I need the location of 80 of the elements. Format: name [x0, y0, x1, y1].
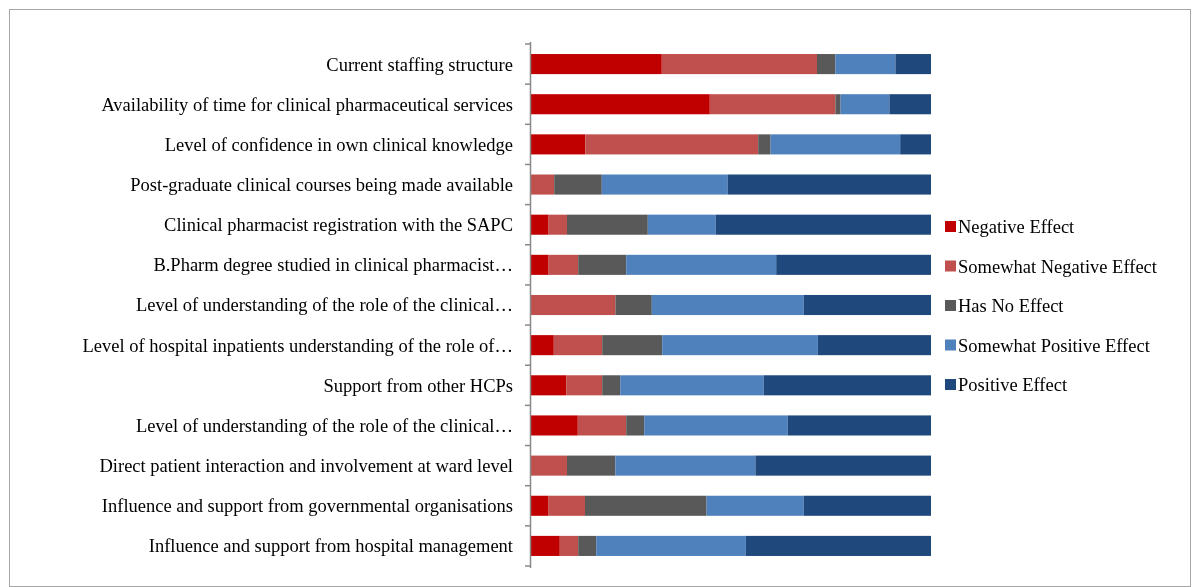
bar — [626, 254, 777, 275]
bar — [531, 174, 555, 195]
bar — [531, 54, 662, 75]
bar — [548, 254, 579, 275]
bar — [776, 254, 931, 275]
y-tick-label: B.Pharm degree studied in clinical pharmacist… — [153, 255, 513, 276]
bar — [763, 375, 931, 396]
legend-label: Positive Effect — [958, 375, 1068, 396]
bar — [706, 495, 804, 516]
y-tick-label: Support from other HCPs — [323, 375, 513, 396]
bar — [770, 134, 901, 155]
bar — [578, 254, 627, 275]
bar — [709, 94, 836, 115]
y-tick-label: Level of understanding of the role of the clinical… — [135, 415, 513, 436]
bar — [531, 214, 549, 235]
bar — [803, 495, 931, 516]
y-tick-label: Direct patient interaction and involvement at ward level — [99, 456, 513, 477]
bar — [615, 455, 756, 476]
bar — [900, 134, 931, 155]
bar — [662, 335, 818, 356]
y-tick-label: Level of understanding of the role of the clinical… — [135, 295, 513, 316]
legend-label: Has No Effect — [958, 296, 1065, 317]
bar — [559, 535, 579, 556]
bar — [835, 54, 896, 75]
bar — [755, 455, 931, 476]
bar — [602, 335, 663, 356]
bar — [531, 134, 586, 155]
bar — [727, 174, 931, 195]
bar — [531, 294, 616, 316]
y-tick-label: Influence and support from governmental organisations — [101, 496, 513, 517]
bar — [531, 535, 560, 556]
bar — [787, 415, 931, 436]
bar — [803, 294, 931, 316]
legend-label: Somewhat Negative Effect — [958, 256, 1158, 277]
bar — [661, 54, 817, 75]
legend-label: Somewhat Positive Effect — [958, 335, 1151, 356]
bar — [651, 294, 804, 316]
bar — [585, 134, 759, 155]
bar — [615, 294, 652, 316]
y-tick-label: Availability of time for clinical pharmaceutical services — [101, 94, 513, 115]
bar — [566, 375, 603, 396]
bar — [531, 375, 567, 396]
bar — [840, 94, 890, 115]
bar — [553, 335, 603, 356]
bar — [578, 535, 597, 556]
bar — [531, 254, 549, 275]
bar — [889, 94, 931, 115]
bar — [531, 335, 554, 356]
bar — [531, 94, 710, 115]
bar — [577, 415, 627, 436]
bar — [817, 335, 931, 356]
y-tick-label: Clinical pharmacist registration with the SAPC — [164, 215, 513, 236]
bar — [602, 375, 621, 396]
bar — [567, 455, 616, 476]
bar — [745, 535, 931, 556]
bar — [567, 214, 648, 235]
bar — [531, 455, 567, 476]
bar — [548, 495, 585, 516]
bar — [895, 54, 931, 75]
bar — [554, 174, 602, 195]
y-tick-label: Level of hospital inpatients understanding of the role of… — [82, 335, 513, 356]
bar — [585, 495, 707, 516]
y-tick-label: Post-graduate clinical courses being made available — [130, 175, 513, 196]
bar — [531, 495, 549, 516]
bar — [620, 375, 764, 396]
bar — [644, 415, 788, 436]
y-tick-label: Level of confidence in own clinical knowledge — [164, 134, 513, 155]
y-tick-label: Current staffing structure — [326, 54, 513, 75]
bar — [596, 535, 746, 556]
bar — [835, 94, 841, 115]
bar — [715, 214, 931, 235]
legend-label: Negative Effect — [958, 217, 1076, 238]
y-tick-label: Influence and support from hospital management — [148, 536, 514, 557]
bar — [758, 134, 771, 155]
bar — [647, 214, 716, 235]
bar — [548, 214, 567, 235]
bar — [531, 415, 578, 436]
bar — [817, 54, 836, 75]
bar — [626, 415, 645, 436]
bar — [601, 174, 728, 195]
